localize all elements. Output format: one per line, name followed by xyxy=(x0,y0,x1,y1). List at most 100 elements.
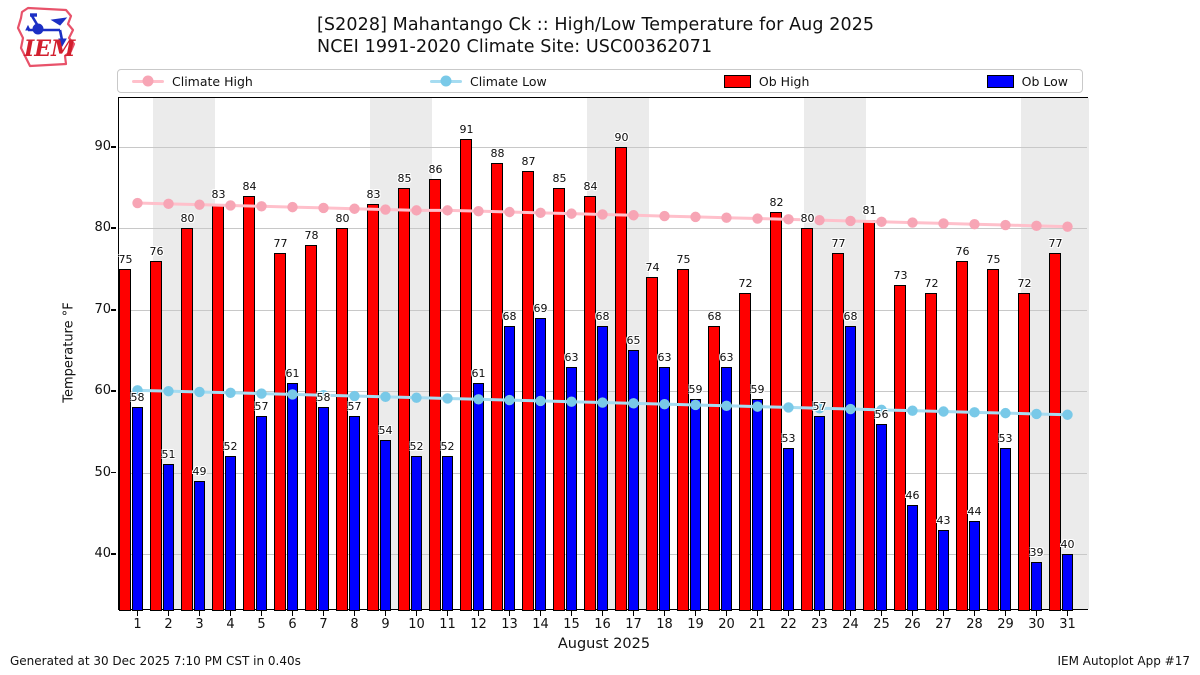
x-tick-label: 2 xyxy=(164,617,173,632)
ob-high-bar xyxy=(181,228,193,611)
x-tick-label: 31 xyxy=(1059,617,1076,632)
x-tick-mark-icon xyxy=(415,611,418,616)
ob-low-value-label: 51 xyxy=(161,448,176,462)
climate-high-marker-icon xyxy=(473,205,484,217)
ob-high-value-label: 85 xyxy=(397,171,412,185)
y-tick-label: 60 xyxy=(94,383,111,399)
ob-low-value-label: 49 xyxy=(192,464,207,478)
ob-high-value-label: 75 xyxy=(986,253,1001,266)
chart-subtitle: NCEI 1991-2020 Climate Site: USC00362071 xyxy=(317,37,713,58)
ob-high-value-label: 80 xyxy=(335,212,350,226)
climate-high-marker-icon xyxy=(907,217,918,228)
ob-low-value-label: 46 xyxy=(905,489,920,503)
ob-high-bar xyxy=(1018,293,1030,611)
x-tick-mark-icon xyxy=(1004,611,1007,616)
x-tick-label: 12 xyxy=(470,617,487,632)
ob-low-bar xyxy=(720,366,732,611)
ob-high-bar xyxy=(987,269,999,611)
x-tick-mark-icon xyxy=(1066,611,1069,616)
climate-high-marker-icon xyxy=(142,75,154,87)
ob-low-bar xyxy=(751,399,763,611)
ob-high-value-label: 77 xyxy=(273,236,288,250)
x-tick-mark-icon xyxy=(446,611,449,616)
x-tick-label: 6 xyxy=(288,617,297,632)
y-tick-mark-icon xyxy=(111,553,116,555)
ob-low-bar xyxy=(317,407,329,611)
legend-label: Ob High xyxy=(758,73,810,89)
x-tick-mark-icon xyxy=(880,611,883,616)
legend-item-ob-low: Ob Low xyxy=(986,73,1068,89)
ob-low-value-label: 59 xyxy=(750,383,765,397)
ob-high-value-label: 90 xyxy=(614,130,629,144)
ob-high-value-label: 80 xyxy=(180,212,195,226)
ob-low-value-label: 69 xyxy=(533,301,548,315)
ob-high-bar xyxy=(429,179,441,611)
ob-low-value-label: 52 xyxy=(409,440,424,454)
x-tick-mark-icon xyxy=(260,611,263,616)
x-tick-label: 23 xyxy=(811,617,828,632)
ob-high-bar xyxy=(925,293,937,611)
ob-low-value-label: 52 xyxy=(440,440,455,454)
ob-low-bar xyxy=(193,480,205,611)
ob-high-bar xyxy=(150,260,162,611)
x-tick-label: 19 xyxy=(687,617,704,632)
legend-label: Climate High xyxy=(172,73,253,89)
ob-high-bar xyxy=(708,326,720,611)
x-tick-label: 5 xyxy=(257,617,266,632)
x-tick-mark-icon xyxy=(291,611,294,616)
ob-high-bar xyxy=(274,252,286,611)
x-tick-mark-icon xyxy=(818,611,821,616)
ob-low-bar xyxy=(937,529,949,611)
x-tick-mark-icon xyxy=(601,611,604,616)
x-tick-mark-icon xyxy=(632,611,635,616)
ob-low-value-label: 56 xyxy=(874,407,889,421)
ob-low-bar xyxy=(999,448,1011,611)
ob-high-bar xyxy=(522,171,534,611)
ob-low-value-label: 53 xyxy=(998,432,1013,446)
climate-low-marker-icon xyxy=(1000,407,1011,419)
ob-low-bar xyxy=(627,350,639,611)
iowa-outline-icon: IEM xyxy=(16,6,76,68)
y-tick-mark-icon xyxy=(111,227,116,230)
ob-high-value-label: 88 xyxy=(490,147,505,161)
ob-high-bar xyxy=(305,244,317,611)
ob-high-value-label: 78 xyxy=(304,228,319,242)
ob-high-bar xyxy=(491,163,503,611)
x-tick-label: 28 xyxy=(966,617,983,632)
x-tick-label: 17 xyxy=(625,617,642,632)
climate-high-marker-icon xyxy=(225,200,236,211)
ob-high-value-label: 84 xyxy=(242,179,257,193)
y-tick-mark-icon xyxy=(111,146,116,148)
x-tick-label: 14 xyxy=(532,617,549,632)
ob-high-value-label: 72 xyxy=(1017,277,1032,291)
x-tick-mark-icon xyxy=(384,611,387,616)
ob-low-bar xyxy=(286,383,298,611)
ob-high-bar xyxy=(646,277,658,611)
legend-label: Ob Low xyxy=(1021,73,1068,89)
ob-high-value-label: 68 xyxy=(707,310,722,323)
chart-title: [S2028] Mahantango Ck :: High/Low Temper… xyxy=(317,15,875,35)
x-tick-label: 11 xyxy=(439,617,456,632)
ob-low-bar xyxy=(658,366,670,611)
climate-high-marker-icon xyxy=(690,211,701,223)
ob-high-bar xyxy=(615,146,627,611)
ob-low-value-label: 68 xyxy=(595,310,610,323)
climate-high-marker-icon xyxy=(752,213,763,224)
ob-high-value-label: 81 xyxy=(862,204,877,218)
ob-low-value-label: 57 xyxy=(347,399,362,413)
y-tick-label: 90 xyxy=(94,138,111,154)
climate-low-marker-icon xyxy=(938,406,949,417)
x-tick-label: 25 xyxy=(873,617,890,632)
ob-high-value-label: 76 xyxy=(149,244,164,258)
ob-low-bar xyxy=(782,448,794,611)
ob-high-value-label: 76 xyxy=(955,244,970,258)
y-tick-label: 70 xyxy=(94,301,111,317)
ob-low-bar xyxy=(503,326,515,611)
ob-low-value-label: 61 xyxy=(285,367,300,380)
ob-low-value-label: 44 xyxy=(967,505,982,519)
x-tick-label: 22 xyxy=(780,617,797,632)
y-tick-mark-icon xyxy=(111,471,116,474)
ob-low-bar xyxy=(379,440,391,611)
x-tick-label: 16 xyxy=(594,617,611,632)
